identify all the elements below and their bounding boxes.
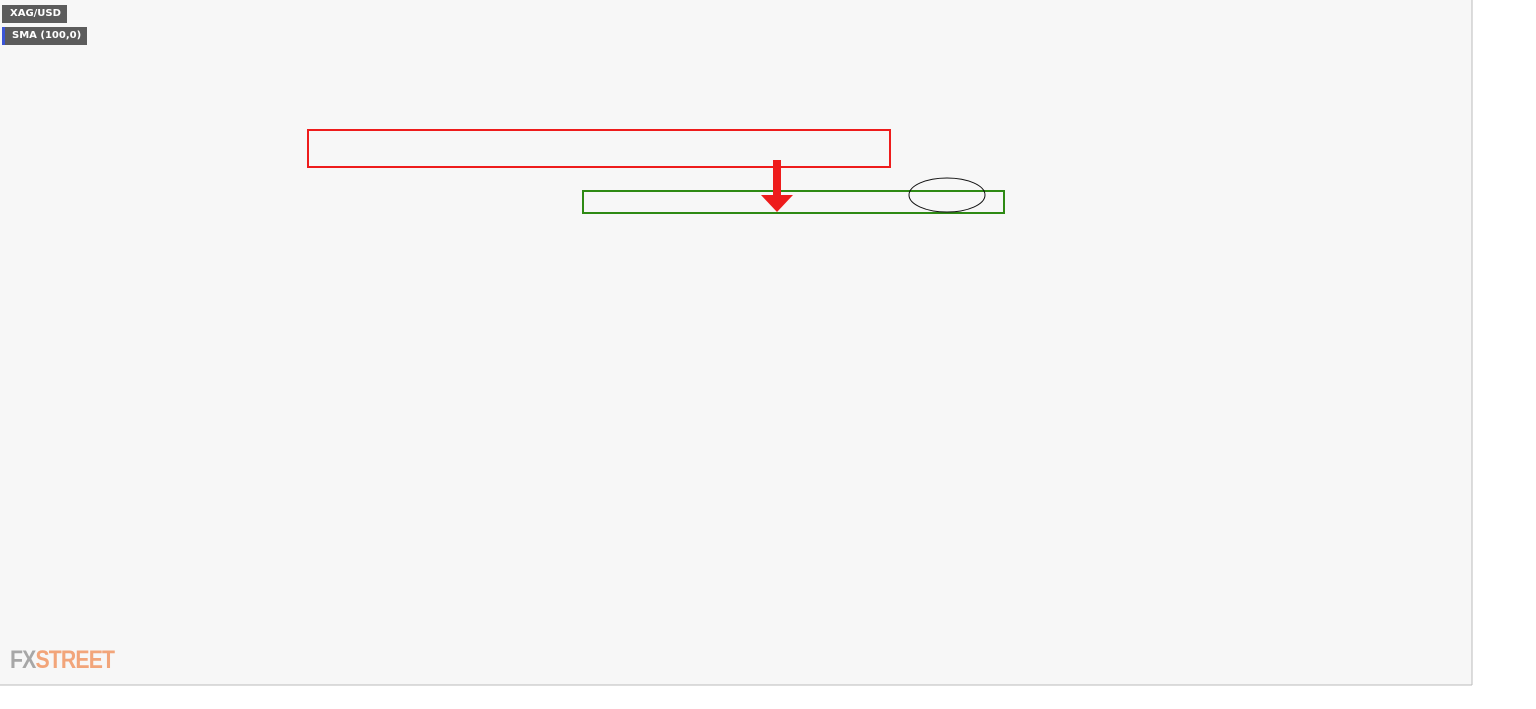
circle-marker bbox=[908, 177, 986, 213]
watermark-fx: FX bbox=[10, 646, 36, 674]
watermark-street: STREET bbox=[35, 646, 115, 674]
resistance-box bbox=[307, 129, 891, 168]
legend-symbol: XAG/USD bbox=[2, 5, 67, 23]
plot-background bbox=[0, 0, 1472, 685]
annotations bbox=[307, 129, 1005, 214]
arrow-head bbox=[761, 195, 793, 212]
arrow-shaft bbox=[773, 160, 781, 196]
legend-sma: SMA (100,0) bbox=[2, 27, 88, 45]
watermark: FXSTREET bbox=[10, 646, 115, 675]
support-box bbox=[582, 190, 1005, 214]
